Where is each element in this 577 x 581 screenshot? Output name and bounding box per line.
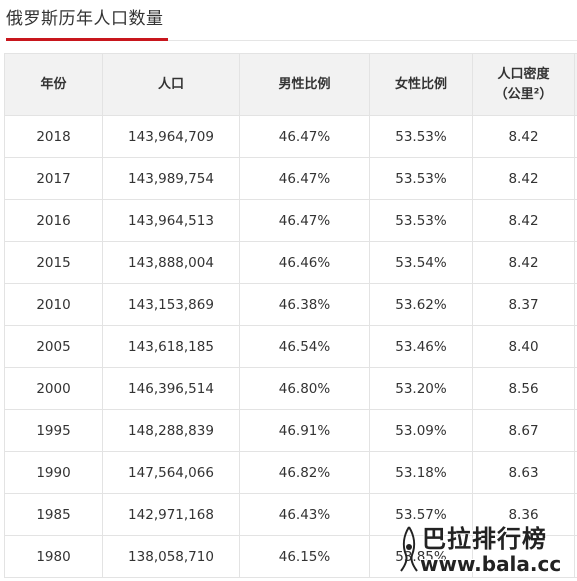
cell-density: 8.67 bbox=[472, 409, 575, 452]
cell-population: 143,888,004 bbox=[102, 241, 240, 284]
cell-population: 143,989,754 bbox=[102, 157, 240, 200]
cell-year: 2000 bbox=[4, 367, 103, 410]
population-table-container[interactable]: 年份 人口 男性比例 女性比例 人口密度 （公里²） 2018 143,964,7… bbox=[4, 53, 577, 581]
cell-density: 8.42 bbox=[472, 199, 575, 242]
header-density: 人口密度 （公里²） bbox=[472, 53, 575, 116]
cell-density: 8.42 bbox=[472, 115, 575, 158]
table-row: 1990 147,564,066 46.82% 53.18% 8.63 bbox=[4, 451, 577, 494]
cell-year: 2017 bbox=[4, 157, 103, 200]
cell-population: 143,618,185 bbox=[102, 325, 240, 368]
cell-density: 8.37 bbox=[472, 283, 575, 326]
cell-density bbox=[472, 535, 575, 578]
cell-density: 8.63 bbox=[472, 451, 575, 494]
cell-density: 8.56 bbox=[472, 367, 575, 410]
cell-density: 8.42 bbox=[472, 241, 575, 284]
cell-male-ratio: 46.47% bbox=[239, 115, 370, 158]
table-row: 1985 142,971,168 46.43% 53.57% 8.36 bbox=[4, 493, 577, 536]
table-row: 2015 143,888,004 46.46% 53.54% 8.42 bbox=[4, 241, 577, 284]
table-header-row: 年份 人口 男性比例 女性比例 人口密度 （公里²） bbox=[4, 53, 577, 116]
header-year: 年份 bbox=[4, 53, 103, 116]
cell-population: 143,964,709 bbox=[102, 115, 240, 158]
watermark-url: www.bala.cc bbox=[420, 552, 562, 576]
cell-female-ratio: 53.54% bbox=[369, 241, 473, 284]
title-divider bbox=[6, 40, 577, 41]
table-row: 2016 143,964,513 46.47% 53.53% 8.42 bbox=[4, 199, 577, 242]
cell-population: 143,153,869 bbox=[102, 283, 240, 326]
cell-year: 2015 bbox=[4, 241, 103, 284]
cell-population: 142,971,168 bbox=[102, 493, 240, 536]
cell-year: 1990 bbox=[4, 451, 103, 494]
cell-male-ratio: 46.46% bbox=[239, 241, 370, 284]
cell-year: 1985 bbox=[4, 493, 103, 536]
cell-population: 143,964,513 bbox=[102, 199, 240, 242]
header-density-label: 人口密度 bbox=[497, 66, 550, 82]
cell-female-ratio: 53.46% bbox=[369, 325, 473, 368]
cell-male-ratio: 46.43% bbox=[239, 493, 370, 536]
cell-year: 1995 bbox=[4, 409, 103, 452]
table-row: 2005 143,618,185 46.54% 53.46% 8.40 bbox=[4, 325, 577, 368]
cell-female-ratio: 53.09% bbox=[369, 409, 473, 452]
watermark: 巴拉排行榜 www.bala.cc bbox=[398, 517, 577, 581]
table-row: 2000 146,396,514 46.80% 53.20% 8.56 bbox=[4, 367, 577, 410]
cell-female-ratio: 53.20% bbox=[369, 367, 473, 410]
cell-year: 1980 bbox=[4, 535, 103, 578]
header-female-ratio: 女性比例 bbox=[369, 53, 473, 116]
cell-population: 146,396,514 bbox=[102, 367, 240, 410]
cell-female-ratio: 53.53% bbox=[369, 157, 473, 200]
table-row: 2018 143,964,709 46.47% 53.53% 8.42 bbox=[4, 115, 577, 158]
cell-male-ratio: 46.15% bbox=[239, 535, 370, 578]
cell-female-ratio: 53.18% bbox=[369, 451, 473, 494]
cell-female-ratio: 53.53% bbox=[369, 115, 473, 158]
cell-year: 2010 bbox=[4, 283, 103, 326]
table-row: 2010 143,153,869 46.38% 53.62% 8.37 bbox=[4, 283, 577, 326]
cell-male-ratio: 46.82% bbox=[239, 451, 370, 494]
cell-male-ratio: 46.54% bbox=[239, 325, 370, 368]
cell-extra bbox=[574, 535, 577, 578]
cell-male-ratio: 46.38% bbox=[239, 283, 370, 326]
watermark-name: 巴拉排行榜 bbox=[422, 525, 547, 553]
cell-female-ratio: 53.85% bbox=[369, 535, 473, 578]
cell-male-ratio: 46.47% bbox=[239, 199, 370, 242]
page-title: 俄罗斯历年人口数量 bbox=[6, 9, 164, 29]
cell-male-ratio: 46.91% bbox=[239, 409, 370, 452]
cell-density: 8.40 bbox=[472, 325, 575, 368]
cell-population: 147,564,066 bbox=[102, 451, 240, 494]
table-body: 2018 143,964,709 46.47% 53.53% 8.42 2017 143,9… bbox=[4, 115, 577, 578]
cell-female-ratio: 53.53% bbox=[369, 199, 473, 242]
header-male-ratio: 男性比例 bbox=[239, 53, 370, 116]
table-row: 1980 138,058,710 46.15% 53.85% bbox=[4, 535, 577, 578]
population-table: 年份 人口 男性比例 女性比例 人口密度 （公里²） 2018 143,964,7… bbox=[4, 53, 577, 578]
title-accent-underline bbox=[6, 38, 168, 41]
table-row: 2017 143,989,754 46.47% 53.53% 8.42 bbox=[4, 157, 577, 200]
cell-density: 8.36 bbox=[472, 493, 575, 536]
bala-logo-icon bbox=[400, 526, 418, 572]
cell-male-ratio: 46.47% bbox=[239, 157, 370, 200]
cell-year: 2016 bbox=[4, 199, 103, 242]
cell-year: 2018 bbox=[4, 115, 103, 158]
cell-male-ratio: 46.80% bbox=[239, 367, 370, 410]
cell-female-ratio: 53.62% bbox=[369, 283, 473, 326]
cell-density: 8.42 bbox=[472, 157, 575, 200]
header-density-unit: （公里²） bbox=[494, 86, 553, 102]
cell-year: 2005 bbox=[4, 325, 103, 368]
cell-population: 148,288,839 bbox=[102, 409, 240, 452]
table-row: 1995 148,288,839 46.91% 53.09% 8.67 bbox=[4, 409, 577, 452]
header-population: 人口 bbox=[102, 53, 240, 116]
cell-population: 138,058,710 bbox=[102, 535, 240, 578]
